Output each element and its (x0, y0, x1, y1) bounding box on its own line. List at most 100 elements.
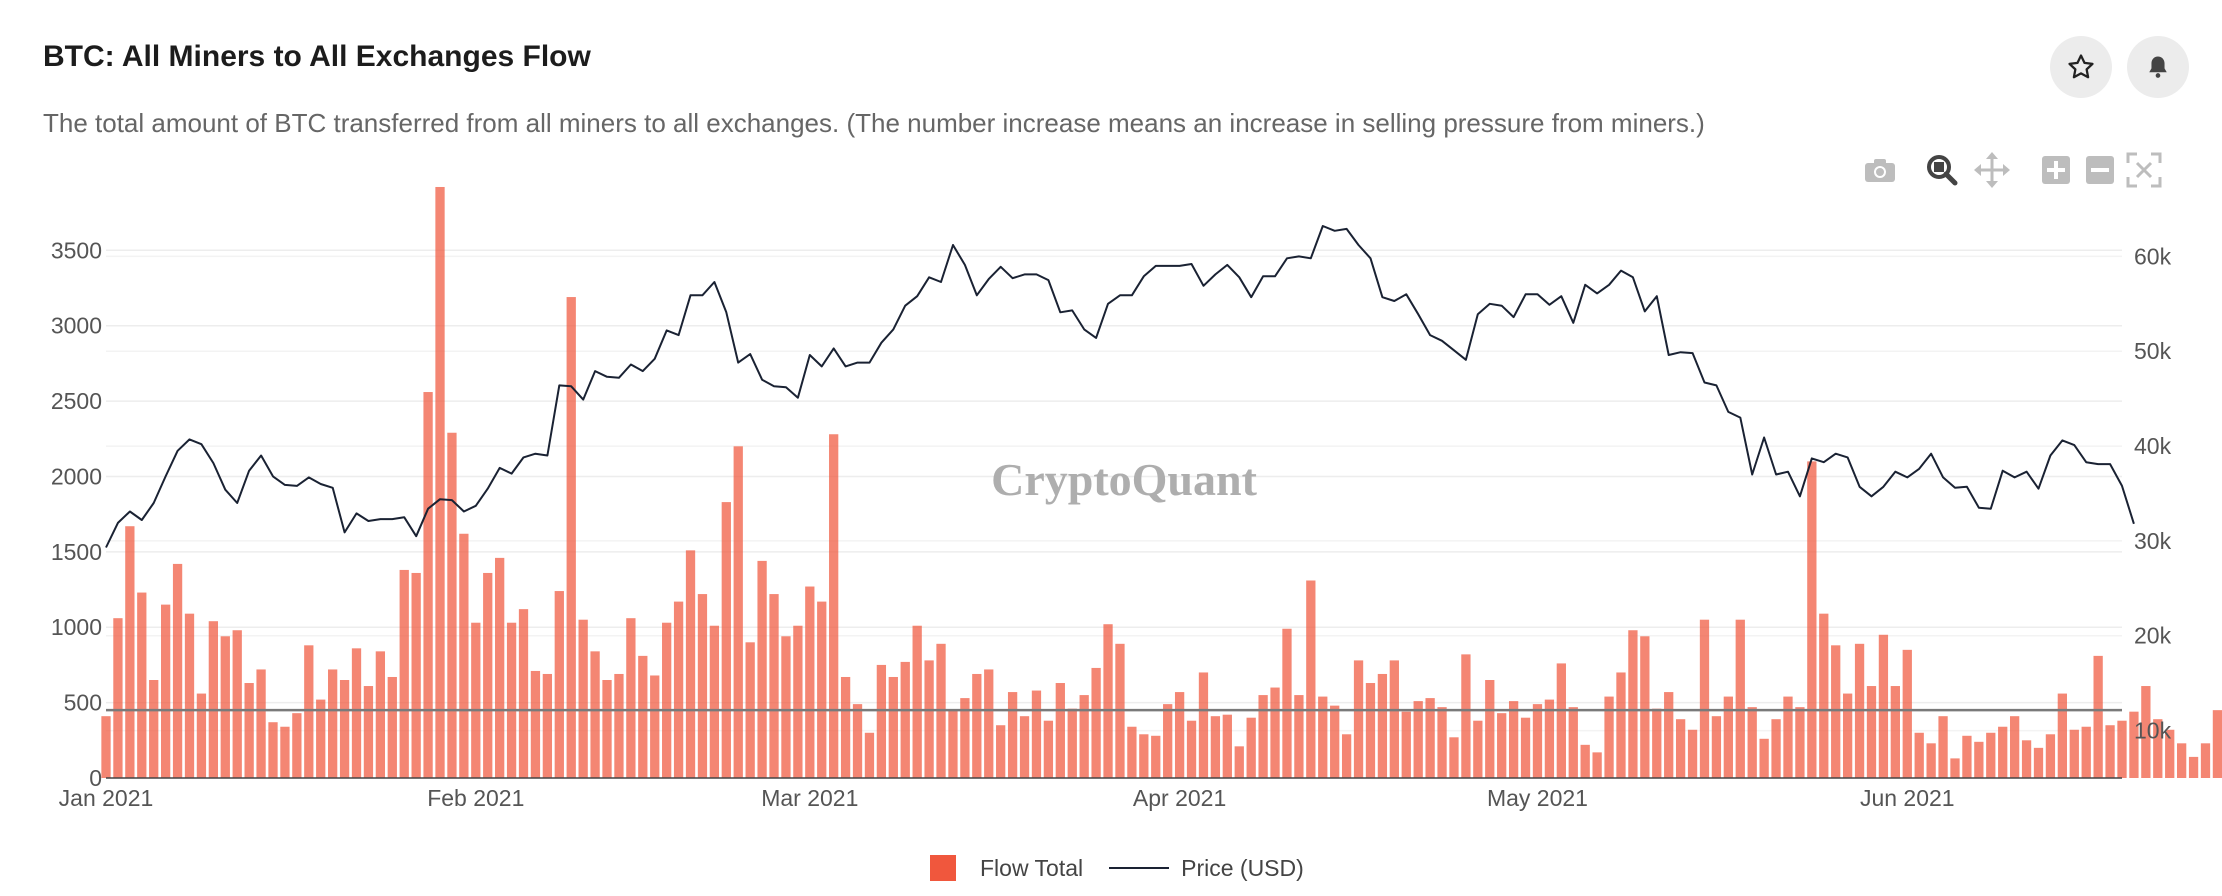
bar (2200, 743, 2211, 778)
bar (769, 594, 779, 778)
zoom-in-icon[interactable] (2036, 150, 2076, 190)
bar (530, 670, 541, 778)
bar (2033, 747, 2044, 778)
bar (1091, 667, 1101, 778)
bar (1950, 758, 1960, 778)
bar (840, 676, 851, 778)
bar (411, 572, 421, 778)
legend-item-flow-total[interactable]: Flow Total (930, 855, 1083, 882)
bar (1508, 701, 1519, 778)
y-left-tick-label: 2000 (51, 463, 102, 489)
bar (518, 609, 529, 778)
bar (1043, 720, 1054, 778)
y-right-tick-label: 60k (2134, 243, 2172, 269)
bar (781, 636, 791, 778)
bar (1998, 726, 2008, 778)
zoom-icon[interactable] (1922, 150, 1962, 190)
x-tick-label: May 2021 (1487, 785, 1588, 811)
bar (1210, 716, 1221, 778)
autoscale-icon[interactable] (2124, 150, 2164, 190)
star-icon (2068, 54, 2094, 79)
chart-legend: Flow Total Price (USD) (930, 850, 1330, 886)
bar (1556, 663, 1566, 778)
bar (1902, 649, 1912, 778)
bar (1031, 690, 1042, 778)
bar (1151, 735, 1161, 778)
y-left-tick-label: 3500 (51, 237, 102, 263)
bar (2165, 729, 2175, 778)
bar (1926, 743, 1936, 778)
bar (1520, 717, 1531, 778)
bar (590, 651, 600, 778)
bar (650, 675, 660, 778)
bar (1270, 687, 1280, 778)
bar (1544, 699, 1555, 778)
bar (1831, 645, 1841, 778)
bar (2188, 756, 2199, 778)
bar (2177, 743, 2187, 778)
bar (280, 726, 290, 778)
bar (924, 660, 934, 778)
bar (984, 669, 994, 778)
bar (1604, 696, 1614, 778)
bar (1592, 752, 1602, 778)
bar (1461, 654, 1471, 778)
bar (506, 622, 517, 778)
x-tick-label: Jan 2021 (59, 785, 154, 811)
favorite-button[interactable] (2050, 36, 2112, 98)
bar (1163, 704, 1173, 778)
bar (733, 446, 743, 778)
bar (232, 630, 242, 778)
bar (1473, 720, 1483, 778)
bar (745, 642, 755, 778)
bar (2045, 734, 2056, 778)
bar (1807, 461, 1817, 778)
y-left-tick-label: 1500 (51, 539, 102, 565)
camera-icon[interactable] (1860, 150, 1900, 190)
zoom-out-icon[interactable] (2080, 150, 2120, 190)
bar (1282, 628, 1292, 778)
bar (1401, 711, 1411, 778)
bar (1580, 744, 1590, 778)
bar (1842, 693, 1853, 778)
bar (2117, 720, 2127, 778)
bar (936, 643, 946, 778)
bar (161, 604, 171, 778)
bar (1866, 686, 1877, 778)
bar (1413, 701, 1423, 778)
bar (328, 669, 338, 778)
bar (673, 601, 684, 778)
bar (638, 655, 648, 778)
bar (662, 622, 672, 778)
y-left-tick-label: 1000 (51, 614, 102, 640)
bar (1628, 630, 1638, 778)
bar (1723, 696, 1733, 778)
bar (1485, 680, 1495, 778)
bar (1437, 707, 1447, 778)
bar (1938, 716, 1948, 778)
bar (387, 676, 397, 778)
bar (578, 619, 588, 778)
bar (1365, 683, 1376, 778)
bar (423, 392, 433, 778)
bar (864, 732, 875, 778)
y-left-tick-label: 3000 (51, 313, 102, 339)
bar (244, 683, 254, 778)
bar (220, 636, 230, 778)
chart-subtitle: The total amount of BTC transferred from… (43, 108, 1705, 138)
pan-icon[interactable] (1972, 150, 2012, 190)
bar (2081, 726, 2091, 778)
bar (554, 591, 564, 778)
bar (1854, 643, 1865, 778)
bar (2129, 711, 2139, 778)
bar (149, 680, 159, 778)
bar (1222, 714, 1232, 778)
bar (912, 625, 922, 778)
alert-button[interactable] (2127, 36, 2189, 98)
bar (1819, 613, 1829, 778)
bar (757, 560, 767, 778)
bar (697, 594, 708, 778)
legend-item-price[interactable]: Price (USD) (1109, 855, 1304, 882)
x-tick-label: Feb 2021 (427, 785, 524, 811)
bar (351, 648, 362, 778)
